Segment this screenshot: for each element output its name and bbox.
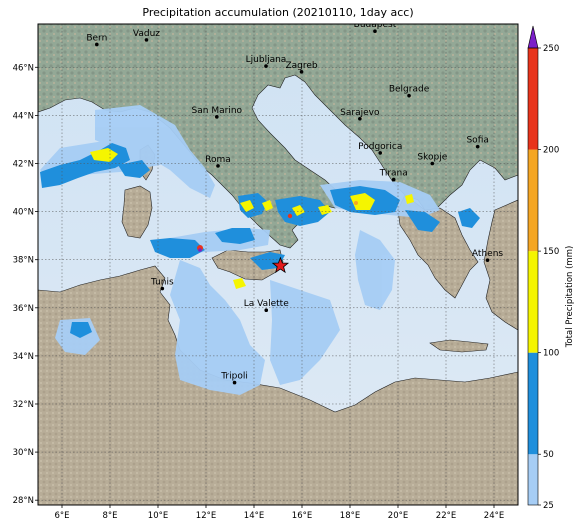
city-dot — [144, 38, 149, 42]
city-dot — [264, 308, 269, 312]
lat-tick-label: 32°N — [13, 400, 34, 410]
colorbar-extend-arrow — [527, 25, 539, 49]
colorbar-segment — [528, 48, 538, 150]
lat-tick-label: 34°N — [13, 352, 34, 362]
city-dot — [475, 144, 480, 149]
colorbar: 25 50 100 150 200 250 Total Precipitation (mm) — [527, 25, 575, 511]
colorbar-tick-label: 200 — [543, 146, 559, 156]
map-frame — [37, 23, 519, 506]
city-dot — [264, 64, 268, 68]
lon-tick-label: 18°E — [340, 511, 360, 521]
colorbar-tick-label: 25 — [543, 501, 554, 511]
lon-tick-label: 24°E — [484, 511, 504, 521]
latitude-axis: 28°N 30°N 32°N 34°N 36°N 38°N 40°N 42°N 44°N 46°N — [13, 63, 38, 506]
city-dot — [407, 93, 411, 98]
city-dot — [299, 70, 304, 74]
city-dot — [358, 116, 362, 121]
city-dot — [485, 258, 490, 262]
lat-tick-label: 42°N — [13, 159, 34, 169]
city-label: La Valette — [244, 299, 289, 309]
city-dot — [216, 164, 220, 168]
lon-tick-label: 14°E — [244, 511, 264, 521]
city-dot — [95, 42, 99, 47]
colorbar-tick-label: 100 — [543, 349, 559, 359]
precip-intense — [197, 201, 358, 252]
city-label: Sarajevo — [340, 108, 380, 118]
colorbar-segment — [528, 149, 538, 252]
lat-tick-label: 40°N — [13, 208, 34, 218]
lon-tick-label: 8°E — [102, 511, 117, 521]
land-sardinia — [121, 185, 153, 239]
city-label: Budapest — [354, 20, 397, 30]
city-dot — [373, 29, 377, 34]
city-label: Zagreb — [285, 61, 317, 71]
precip-heavy — [90, 148, 414, 289]
lat-tick-label: 28°N — [13, 496, 34, 506]
lat-tick-label: 30°N — [13, 448, 34, 458]
city-label: Tirana — [379, 169, 408, 179]
city-label: Vaduz — [133, 29, 160, 39]
city-label: Roma — [205, 155, 231, 165]
colorbar-label: Total Precipitation (mm) — [565, 246, 575, 349]
map-title: Precipitation accumulation (20210110, 1d… — [142, 6, 414, 19]
city-label: Tripoli — [220, 372, 248, 382]
city-dot — [215, 115, 219, 119]
colorbar-frame — [527, 47, 539, 506]
event-star-icon — [271, 256, 290, 274]
city-dot — [232, 380, 237, 385]
city-label: Podgorica — [358, 142, 402, 152]
lon-tick-label: 10°E — [148, 511, 168, 521]
lat-tick-label: 44°N — [13, 111, 34, 121]
lon-tick-label: 6°E — [54, 511, 69, 521]
lat-tick-label: 46°N — [13, 63, 34, 73]
city-label: San Marino — [192, 106, 243, 116]
event-star — [271, 256, 290, 274]
lon-tick-label: 20°E — [388, 511, 408, 521]
lat-tick-label: 36°N — [13, 304, 34, 314]
land-turkey — [483, 199, 518, 331]
city-label: Tunis — [150, 278, 174, 288]
colorbar-segment — [528, 251, 538, 353]
lon-tick-label: 16°E — [292, 511, 312, 521]
lon-tick-label: 12°E — [196, 511, 216, 521]
city-dot — [391, 177, 396, 182]
longitude-axis: 6°E 8°E 10°E 12°E 14°E 16°E 18°E 20°E 22°E 24°E — [54, 505, 504, 521]
land-crete — [429, 339, 489, 353]
lat-tick-label: 38°N — [13, 256, 34, 266]
city-label: Skopje — [417, 152, 447, 162]
city-label: Ljubljana — [246, 55, 287, 65]
city-dot — [430, 161, 435, 166]
colorbar-segment — [528, 352, 538, 455]
precip-moderate — [40, 143, 480, 338]
city-label: Sofia — [466, 136, 488, 146]
lon-tick-label: 22°E — [436, 511, 456, 521]
city-label: Belgrade — [389, 85, 430, 95]
graticule — [38, 24, 518, 505]
city-dot — [378, 151, 383, 155]
colorbar-tick-label: 150 — [543, 247, 559, 257]
city-label: Bern — [86, 33, 107, 43]
colorbar-tick-label: 50 — [543, 450, 554, 460]
colorbar-tick-label: 250 — [543, 44, 559, 54]
colorbar-segment — [528, 454, 538, 505]
city-dot — [160, 286, 165, 291]
city-label: Athens — [472, 249, 503, 259]
